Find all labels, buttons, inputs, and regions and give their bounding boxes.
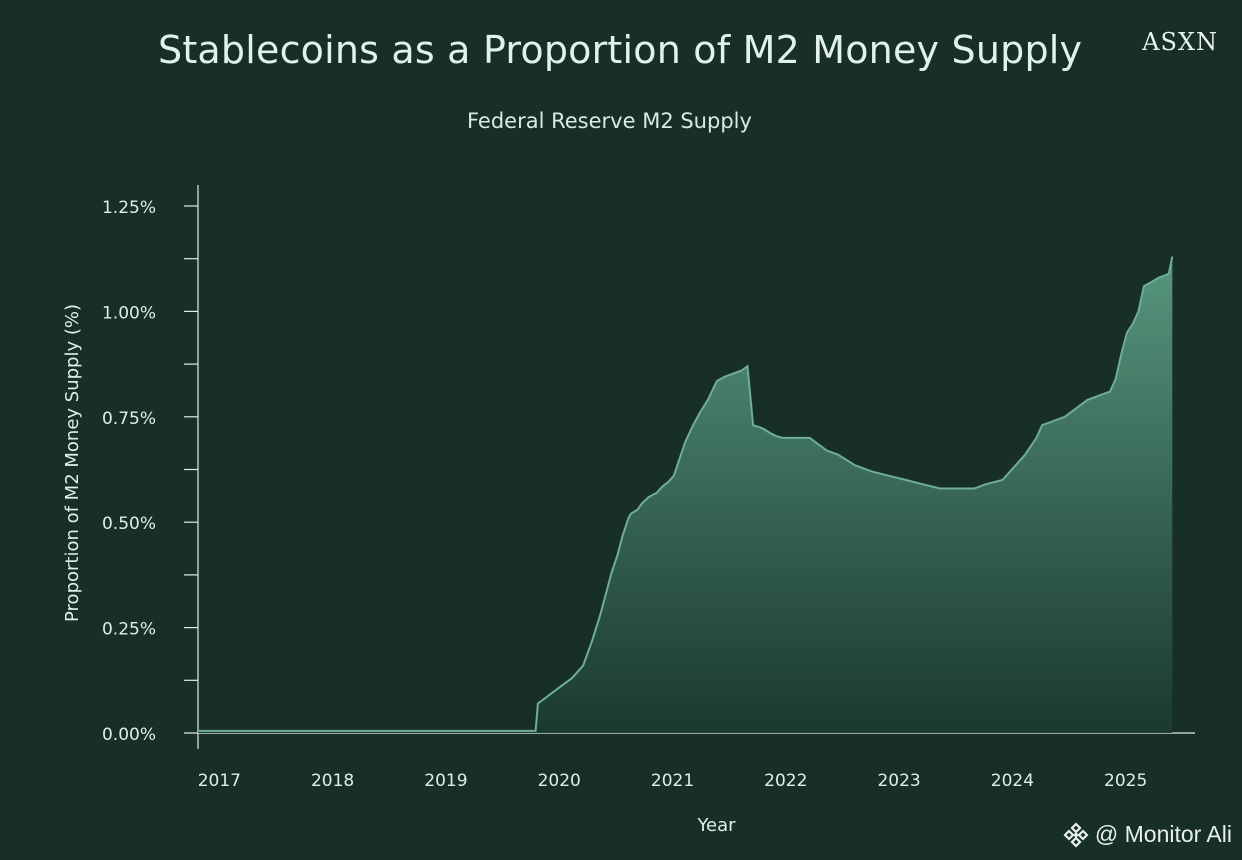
chart-title: Stablecoins as a Proportion of M2 Money … xyxy=(158,28,1083,72)
y-tick-label: 0.75% xyxy=(102,409,156,429)
brand-logo: ASXN xyxy=(1142,28,1218,56)
x-tick-label: 2018 xyxy=(311,771,354,791)
labels-layer: 0.00% 0.25% 0.50% 0.75% 1.00% 1.25% 2017 2018 20… xyxy=(62,198,1147,836)
watermark-text: @ Monitor Ali xyxy=(1094,821,1232,847)
x-tick-label: 2025 xyxy=(1104,771,1147,791)
x-tick-label: 2024 xyxy=(991,771,1034,791)
series-line xyxy=(198,256,1174,732)
x-axis-title: Year xyxy=(696,815,736,836)
x-tick-label: 2020 xyxy=(538,771,581,791)
y-tick-label: 0.00% xyxy=(102,725,156,745)
y-tick-label: 1.00% xyxy=(102,303,156,323)
series-layer xyxy=(198,256,1174,733)
series-area xyxy=(198,256,1173,733)
x-tick-label: 2021 xyxy=(651,771,694,791)
y-tick-label: 1.25% xyxy=(102,198,156,218)
x-tick-label: 2017 xyxy=(198,771,241,791)
y-tick-label: 0.50% xyxy=(102,514,156,534)
x-tick-label: 2019 xyxy=(424,771,467,791)
y-tick-label: 0.25% xyxy=(102,620,156,640)
chart-subtitle: Federal Reserve M2 Supply xyxy=(467,109,752,133)
watermark: @ Monitor Ali xyxy=(1063,821,1232,848)
x-tick-label: 2022 xyxy=(764,771,807,791)
binance-diamond-icon xyxy=(1063,821,1089,848)
y-axis-title: Proportion of M2 Money Supply (%) xyxy=(62,304,83,622)
x-tick-label: 2023 xyxy=(877,771,920,791)
